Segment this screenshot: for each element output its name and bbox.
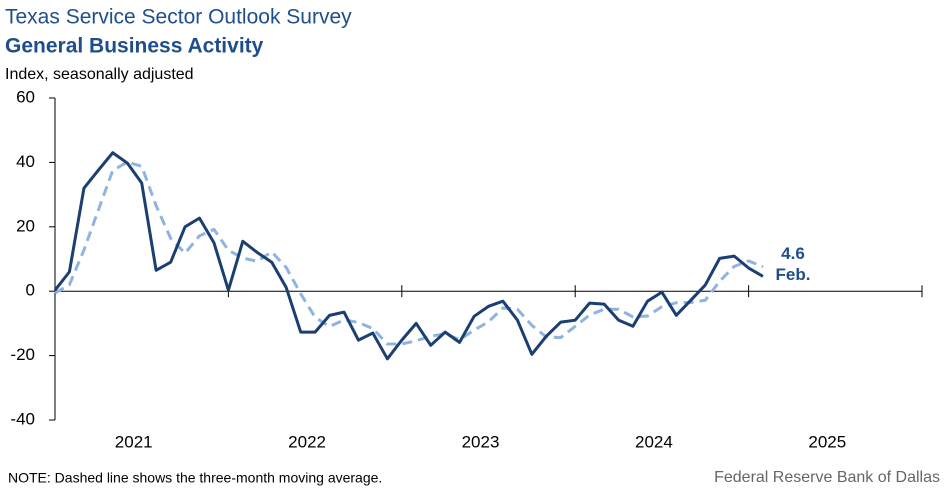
value-label: 4.6 bbox=[781, 244, 805, 263]
y-tick-label: 40 bbox=[16, 152, 35, 171]
y-tick-label: -40 bbox=[10, 409, 35, 428]
y-tick-label: 0 bbox=[26, 281, 35, 300]
y-tick-label: 20 bbox=[16, 216, 35, 235]
y-tick-label: -20 bbox=[10, 345, 35, 364]
annotation: Feb. bbox=[776, 265, 811, 284]
x-tick-label: 2021 bbox=[115, 432, 153, 451]
series-line bbox=[53, 151, 764, 361]
title: Texas Service Sector Outlook Survey bbox=[5, 6, 352, 29]
x-tick-label: 2024 bbox=[635, 432, 673, 451]
series-line bbox=[54, 160, 764, 346]
note: NOTE: Dashed line shows the three-month … bbox=[8, 470, 382, 486]
y-tick-label: 60 bbox=[16, 87, 35, 106]
source: Federal Reserve Bank of Dallas bbox=[714, 469, 940, 486]
x-tick-label: 2025 bbox=[808, 432, 846, 451]
subtitle: General Business Activity bbox=[5, 35, 264, 58]
x-tick-label: 2023 bbox=[462, 432, 500, 451]
x-tick-label: 2022 bbox=[288, 432, 326, 451]
y-axis-label: Index, seasonally adjusted bbox=[5, 66, 194, 83]
